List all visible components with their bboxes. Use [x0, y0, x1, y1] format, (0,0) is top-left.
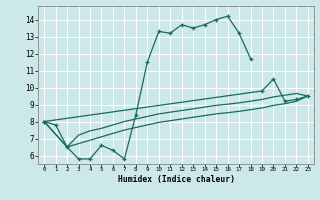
X-axis label: Humidex (Indice chaleur): Humidex (Indice chaleur) — [117, 175, 235, 184]
